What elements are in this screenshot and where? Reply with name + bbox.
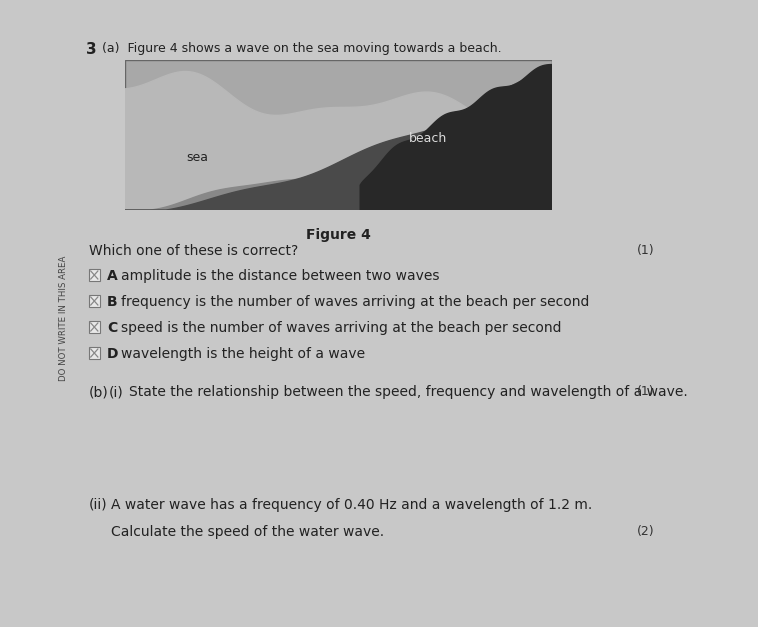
Text: A: A — [107, 269, 117, 283]
Text: D: D — [107, 347, 118, 361]
Text: B: B — [107, 295, 117, 309]
Text: (1): (1) — [637, 244, 655, 257]
Polygon shape — [124, 125, 552, 212]
Bar — [89, 269, 99, 281]
Text: C: C — [107, 321, 117, 335]
Polygon shape — [360, 65, 552, 212]
Text: Calculate the speed of the water wave.: Calculate the speed of the water wave. — [111, 525, 384, 539]
Text: (ii): (ii) — [89, 498, 108, 512]
FancyBboxPatch shape — [45, 14, 665, 622]
Text: beach: beach — [409, 132, 447, 144]
Bar — [89, 295, 99, 307]
Bar — [0, 0, 52, 22]
Polygon shape — [124, 70, 552, 212]
Text: (2): (2) — [637, 525, 655, 538]
Text: 3: 3 — [86, 42, 97, 57]
Text: A water wave has a frequency of 0.40 Hz and a wavelength of 1.2 m.: A water wave has a frequency of 0.40 Hz … — [111, 498, 593, 512]
Text: DO NOT WRITE IN THIS AREA: DO NOT WRITE IN THIS AREA — [58, 255, 67, 381]
Text: amplitude is the distance between two waves: amplitude is the distance between two wa… — [121, 269, 440, 283]
Text: sea: sea — [186, 151, 208, 164]
Text: Figure 4: Figure 4 — [305, 228, 371, 242]
Text: wavelength is the height of a wave: wavelength is the height of a wave — [121, 347, 365, 361]
Text: State the relationship between the speed, frequency and wavelength of a wave.: State the relationship between the speed… — [129, 385, 688, 399]
Text: speed is the number of waves arriving at the beach per second: speed is the number of waves arriving at… — [121, 321, 562, 335]
Text: (1): (1) — [637, 385, 655, 398]
Text: frequency is the number of waves arriving at the beach per second: frequency is the number of waves arrivin… — [121, 295, 590, 309]
Text: Which one of these is correct?: Which one of these is correct? — [89, 244, 298, 258]
Text: (a)  Figure 4 shows a wave on the sea moving towards a beach.: (a) Figure 4 shows a wave on the sea mov… — [102, 42, 502, 55]
Bar — [89, 321, 99, 333]
Text: (b): (b) — [89, 385, 108, 399]
Polygon shape — [124, 71, 552, 212]
Polygon shape — [124, 60, 552, 210]
Bar — [124, 60, 552, 210]
Text: (i): (i) — [108, 385, 124, 399]
Bar — [89, 347, 99, 359]
Bar — [49, 18, 77, 618]
